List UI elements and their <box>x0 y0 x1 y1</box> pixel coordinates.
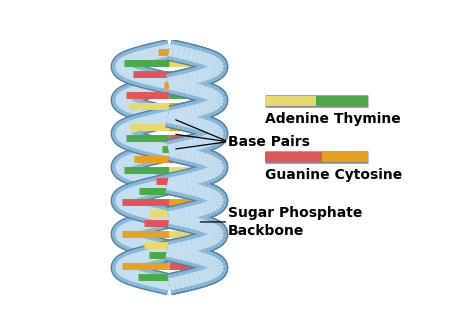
Text: Guanine Cytosine: Guanine Cytosine <box>265 168 402 182</box>
Text: Adenine Thymine: Adenine Thymine <box>265 112 401 126</box>
Text: Base Pairs: Base Pairs <box>228 135 310 149</box>
Text: Sugar Phosphate
Backbone: Sugar Phosphate Backbone <box>228 206 363 238</box>
